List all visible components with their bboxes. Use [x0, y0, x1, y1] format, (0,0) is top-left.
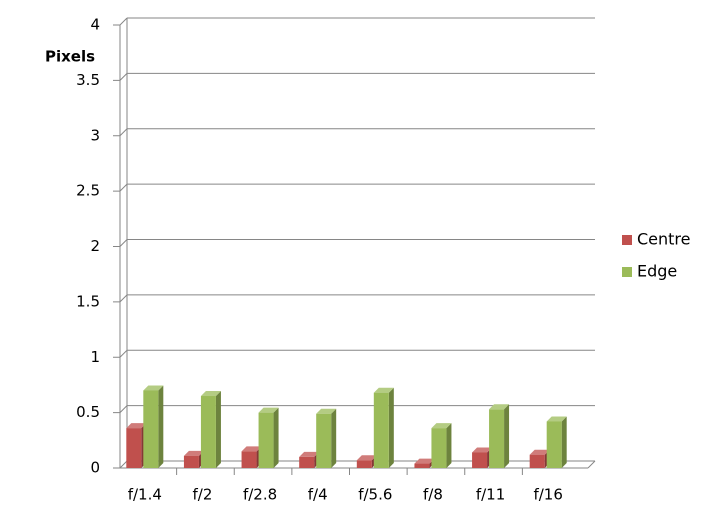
x-tick-label: f/8 [423, 486, 443, 504]
bar-top [472, 447, 493, 453]
bar-top [431, 423, 452, 429]
y-tick-label: 2 [90, 237, 100, 255]
bar-top [258, 407, 279, 413]
bar [126, 428, 142, 468]
bar-top [183, 450, 204, 456]
bar-top [316, 408, 337, 414]
grid-line [119, 460, 128, 469]
y-tick-label: 2.5 [76, 182, 100, 200]
grid-line [119, 349, 128, 358]
bar-side [331, 408, 337, 468]
bar-top [529, 449, 550, 455]
legend-swatch [622, 235, 632, 245]
bar-top [299, 451, 320, 457]
bar [356, 460, 372, 468]
bar [143, 390, 159, 468]
grid-line [119, 183, 128, 192]
y-tick-label: 1 [90, 348, 100, 366]
bar [472, 452, 488, 468]
x-tick-label: f/2.8 [243, 486, 277, 504]
bar-top [414, 458, 435, 464]
bar-top [143, 385, 164, 391]
y-tick-label: 0.5 [76, 403, 100, 421]
x-tick-label: f/5.6 [358, 486, 392, 504]
bar-top [356, 455, 377, 461]
bar [373, 392, 389, 468]
grid-line [119, 128, 128, 137]
x-tick-label: f/1.4 [128, 486, 162, 504]
x-tick-label: f/2 [192, 486, 212, 504]
bar-side [215, 391, 221, 468]
x-tick-label: f/4 [308, 486, 328, 504]
legend-label: Centre [637, 230, 691, 249]
grid-line [119, 405, 128, 413]
bar-top [373, 387, 394, 393]
bar-top [546, 416, 567, 422]
bar [241, 451, 257, 468]
bar-side [446, 423, 452, 468]
bar-top [241, 446, 262, 452]
bar-top [200, 391, 221, 397]
bar-side [388, 387, 394, 468]
bar-side [273, 407, 279, 468]
y-tick-label: 3.5 [76, 71, 100, 89]
y-tick-label: 3 [90, 126, 100, 144]
y-tick-label: 4 [90, 16, 100, 34]
x-tick-label: f/16 [533, 486, 562, 504]
bar [414, 463, 430, 468]
bar-top [489, 404, 510, 410]
bar-side [158, 385, 164, 468]
grid-line [119, 73, 128, 81]
bar-side [561, 416, 567, 468]
floor-edge [587, 460, 596, 469]
bar [489, 409, 505, 468]
bar [258, 412, 274, 468]
x-tick-label: f/11 [476, 486, 505, 504]
bar [183, 455, 199, 468]
bar [529, 454, 545, 468]
bar [200, 396, 216, 468]
bar [299, 456, 315, 468]
bar [546, 421, 562, 468]
y-tick-label: 0 [90, 459, 100, 477]
bar-side [504, 404, 510, 468]
grid-line [119, 294, 128, 303]
y-axis-label: Pixels [45, 48, 95, 66]
grid-line [119, 17, 128, 26]
grid-line [119, 239, 128, 247]
bar [431, 428, 447, 468]
bar [316, 413, 332, 468]
y-tick-label: 1.5 [76, 292, 100, 310]
legend-label: Edge [637, 262, 677, 281]
bar-top [126, 423, 147, 429]
legend-swatch [622, 267, 632, 277]
